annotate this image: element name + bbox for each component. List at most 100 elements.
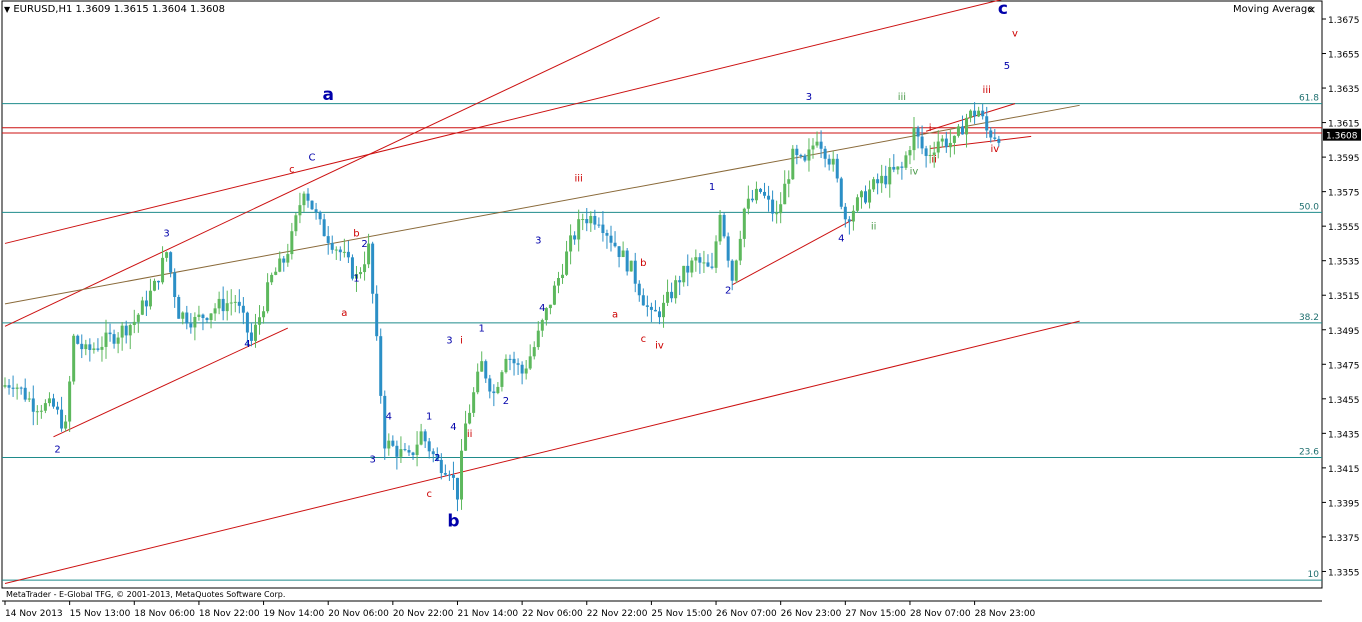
candle-bull [152, 280, 156, 291]
candle-bear [249, 332, 253, 341]
wave-label: 2 [434, 453, 440, 464]
candle-bear [843, 206, 847, 220]
candle-bear [144, 300, 148, 307]
fib-level-label: 38.2 [1299, 313, 1319, 323]
candle-bear [670, 291, 674, 299]
candle-bull [666, 291, 670, 303]
y-tick-label: 1.3495 [1328, 327, 1360, 337]
candle-bear [375, 293, 379, 337]
y-tick-label: 1.3575 [1328, 189, 1360, 199]
candle-bull [274, 271, 278, 275]
wave-label: b [353, 229, 359, 240]
close-indicator-icon[interactable]: × [1307, 3, 1317, 16]
x-tick-label: 28 Nov 07:00 [910, 609, 971, 619]
candle-bull [39, 410, 43, 412]
candle-bear [314, 209, 318, 213]
candle-bear [726, 236, 730, 261]
candle-bull [912, 127, 916, 151]
candle-bull [464, 423, 468, 451]
x-tick-label: 19 Nov 14:00 [264, 609, 325, 619]
candle-bull [128, 325, 132, 336]
candle-bull [536, 330, 540, 348]
copyright-watermark: MetaTrader - E-Global TFG, © 2001-2013, … [6, 590, 286, 599]
candle-bear [649, 306, 653, 310]
candle-bear [112, 334, 116, 344]
candle-bear [395, 445, 399, 457]
candle-bull [496, 386, 500, 394]
candle-bull [548, 304, 552, 309]
candle-bull [161, 257, 165, 283]
candle-bull [540, 320, 544, 331]
candle-bull [258, 317, 262, 325]
candle-bear [169, 252, 173, 273]
trend-line [4, 104, 1080, 305]
candle-bear [88, 344, 92, 350]
candle-bear [609, 235, 613, 243]
candle-bull [908, 150, 912, 156]
wave-label: 1 [709, 182, 715, 193]
y-tick-label: 1.3375 [1328, 534, 1360, 544]
candle-bear [795, 148, 799, 156]
candle-bull [738, 238, 742, 261]
candle-bull [532, 347, 536, 357]
candle-bull [807, 149, 811, 161]
y-tick-label: 1.3655 [1328, 51, 1360, 61]
candle-bear [771, 199, 775, 214]
candle-bear [157, 280, 161, 283]
candle-bull [132, 321, 136, 326]
candle-bear [916, 127, 920, 137]
menu-arrow-icon[interactable]: ▼ [4, 5, 11, 14]
x-tick-label: 14 Nov 2013 [5, 609, 63, 619]
candle-bear [722, 214, 726, 237]
candle-bull [556, 278, 560, 286]
x-tick-label: 18 Nov 22:00 [199, 609, 260, 619]
wave-label: 3 [369, 455, 375, 466]
candle-bear [645, 305, 649, 307]
fib-level-label: 23.6 [1299, 448, 1319, 458]
wave-label: 1 [479, 323, 485, 334]
candle-bear [11, 387, 15, 389]
candle-bull [84, 344, 88, 350]
candle-bear [80, 343, 84, 350]
candle-bear [892, 166, 896, 170]
candle-bull [932, 152, 936, 155]
candle-bull [148, 290, 152, 307]
wave-label: i [460, 336, 463, 347]
candle-bull [952, 135, 956, 143]
candle-bull [577, 219, 581, 240]
wave-label: c [641, 334, 647, 345]
candle-bear [431, 451, 435, 455]
candle-bear [960, 126, 964, 135]
candle-bear [185, 312, 189, 324]
candle-bear [447, 474, 451, 476]
candle-bull [334, 249, 338, 251]
candle-bear [423, 431, 427, 442]
candle-bear [803, 155, 807, 161]
candle-bull [460, 450, 464, 500]
candle-bear [318, 212, 322, 220]
channel-line [53, 327, 289, 438]
candle-bear [391, 440, 395, 446]
wave-label: iv [910, 166, 919, 177]
candle-bull [904, 155, 908, 168]
candle-bull [977, 110, 981, 117]
candle-bear [884, 175, 888, 185]
candle-bull [811, 145, 815, 150]
candle-bull [791, 148, 795, 180]
candle-bull [209, 313, 213, 321]
candle-bear [443, 473, 447, 475]
wave-label: 2 [54, 444, 60, 455]
candle-bear [767, 195, 771, 200]
candle-bull [270, 274, 274, 283]
wave-label: 4 [244, 339, 250, 350]
candle-bull [266, 282, 270, 312]
candle-bull [880, 175, 884, 184]
candle-bull [35, 411, 39, 413]
candle-bull [136, 314, 140, 322]
candle-bull [387, 440, 391, 449]
candle-bull [524, 368, 528, 374]
candle-bear [31, 398, 35, 412]
candle-bear [379, 336, 383, 396]
candle-bull [831, 158, 835, 165]
